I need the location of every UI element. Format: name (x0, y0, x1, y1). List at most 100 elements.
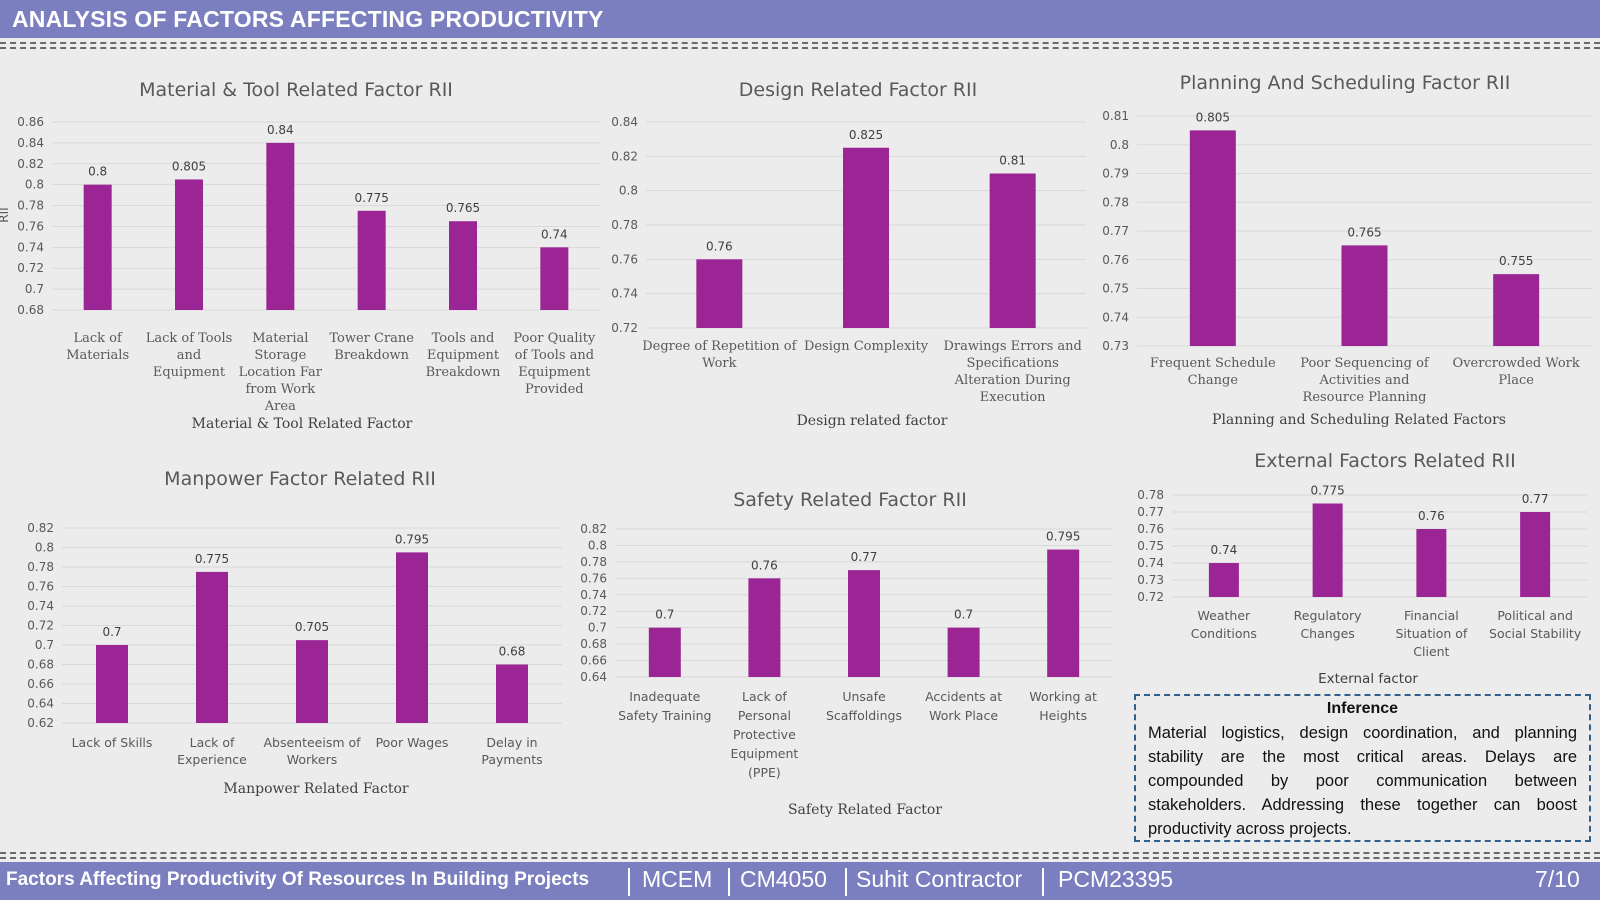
y-tick-label: 0.8 (588, 538, 607, 552)
category-label: Working at Heights (1029, 689, 1097, 723)
bar (296, 640, 328, 723)
y-tick-label: 0.84 (17, 136, 44, 150)
category-label-line: Equipment (518, 365, 591, 380)
category-label-line: Change (1188, 373, 1239, 388)
category-label: Regulatory Changes (1294, 608, 1362, 641)
bar (1047, 549, 1080, 677)
category-label-line: Personal (738, 708, 791, 723)
category-label: Degree of Repetition of Work (642, 339, 797, 371)
y-tick-label: 0.74 (611, 287, 638, 301)
category-label-line: Lack of (74, 331, 124, 346)
y-tick-label: 0.78 (27, 560, 54, 574)
category-label-line: Absenteeism of (263, 735, 361, 750)
chart-title: Planning And Scheduling Factor RII (1180, 72, 1511, 94)
chart-title: Design Related Factor RII (739, 79, 977, 101)
bar (848, 570, 880, 677)
category-label-line: Conditions (1191, 626, 1257, 641)
manpower-chart: Manpower Factor Related RII 0.62 0.64 0.66 0… (0, 455, 570, 810)
data-label: 0.76 (1418, 509, 1445, 523)
category-label-line: Weather (1198, 608, 1251, 623)
planning-scheduling-chart: Planning And Scheduling Factor RII 0.73 0.… (1095, 62, 1600, 437)
category-label-line: Breakdown (426, 365, 501, 380)
y-tick-label: 0.78 (611, 218, 638, 232)
category-label-line: Protective (733, 727, 796, 742)
y-tick-label: 0.66 (27, 677, 54, 691)
y-tick-label: 0.81 (1102, 109, 1129, 123)
y-tick-label: 0.74 (17, 240, 44, 254)
chart-svg: Material & Tool Related Factor RII 0.68 0.… (0, 79, 600, 432)
bar (357, 210, 386, 310)
data-label: 0.7 (655, 608, 674, 622)
y-tick-label: 0.73 (1137, 573, 1164, 587)
footer-separator (628, 868, 630, 896)
category-label: Tower Crane Breakdown (329, 331, 414, 363)
category-label-line: Experience (177, 752, 247, 767)
category-label-line: Lack of Tools (146, 331, 233, 346)
footer-id: PCM23395 (1058, 866, 1174, 892)
y-tick-label: 0.74 (580, 588, 607, 602)
category-label-line: from Work (245, 382, 315, 397)
category-label-line: Inadequate (629, 689, 700, 704)
category-label-line: Situation of (1395, 626, 1467, 641)
y-tick-label: 0.76 (1102, 253, 1129, 267)
category-label-line: Equipment (153, 365, 226, 380)
category-label: Poor Sequencing of Activities and Resource… (1300, 356, 1430, 405)
category-label: Design Complexity (804, 339, 929, 354)
footer-divider (0, 852, 1600, 854)
bar (196, 571, 228, 723)
x-axis-label: Safety Related Factor (788, 802, 942, 818)
material-tool-chart: Material & Tool Related Factor RII 0.68 0.… (0, 70, 610, 440)
y-tick-label: 0.7 (35, 638, 54, 652)
category-label: Unsafe Scaffoldings (826, 689, 902, 723)
category-label: Lack of Materials (66, 331, 129, 363)
category-label-line: Storage (254, 348, 306, 363)
category-label-line: Poor Wages (376, 735, 449, 750)
data-label: 0.74 (1211, 543, 1238, 557)
category-label-line: Materials (66, 348, 129, 363)
data-label: 0.705 (295, 620, 329, 634)
category-label-line: Political and (1497, 608, 1573, 623)
bar (175, 179, 203, 310)
data-label: 0.765 (1347, 225, 1381, 239)
external-factors-chart: External Factors Related RII 0.72 0.73 0.74… (1130, 440, 1600, 690)
category-label-line: Overcrowded Work (1453, 356, 1580, 371)
footer-course: MCEM (642, 866, 713, 892)
bar (1520, 512, 1551, 597)
footer-separator (1042, 868, 1044, 896)
y-tick-label: 0.7 (588, 621, 607, 635)
y-tick-label: 0.7 (25, 282, 44, 296)
y-tick-label: 0.78 (580, 555, 607, 569)
category-label-line: Breakdown (334, 348, 409, 363)
footer-separator (845, 868, 847, 896)
bar (83, 184, 112, 310)
bar (947, 627, 980, 677)
category-label-line: Equipment (427, 348, 500, 363)
safety-chart: Safety Related Factor RII 0.64 0.66 0.68 0.7… (575, 475, 1120, 825)
bar (648, 627, 681, 677)
chart-svg: External Factors Related RII 0.72 0.73 0.74… (1137, 450, 1587, 687)
category-label-line: and (177, 348, 201, 363)
category-label: Absenteeism of Workers (263, 735, 361, 767)
bar (843, 147, 889, 328)
bar (496, 664, 528, 723)
bar (449, 221, 477, 310)
header-bar: ANALYSIS OF FACTORS AFFECTING PRODUCTIVI… (0, 0, 1600, 38)
data-label: 0.77 (1522, 492, 1549, 506)
category-label: Lack of Experience (177, 735, 247, 767)
data-label: 0.755 (1499, 254, 1533, 268)
y-tick-label: 0.68 (27, 658, 54, 672)
category-label-line: Provided (525, 382, 584, 397)
y-tick-label: 0.74 (1137, 556, 1164, 570)
category-label: Tools and Equipment Breakdown (426, 331, 501, 380)
category-label-line: Degree of Repetition of (642, 339, 797, 354)
y-tick-label: 0.77 (1137, 505, 1164, 519)
header-divider-2 (0, 47, 1600, 49)
y-tick-label: 0.8 (25, 178, 44, 192)
category-label: Overcrowded Work Place (1453, 356, 1580, 388)
y-tick-label: 0.84 (611, 115, 638, 129)
data-label: 0.795 (395, 532, 429, 546)
category-label: Drawings Errors and Specifications Alterat… (943, 339, 1081, 405)
category-label-line: Tower Crane (329, 331, 414, 346)
data-label: 0.7 (954, 608, 973, 622)
chart-svg: Planning And Scheduling Factor RII 0.73 0.… (1102, 72, 1592, 428)
